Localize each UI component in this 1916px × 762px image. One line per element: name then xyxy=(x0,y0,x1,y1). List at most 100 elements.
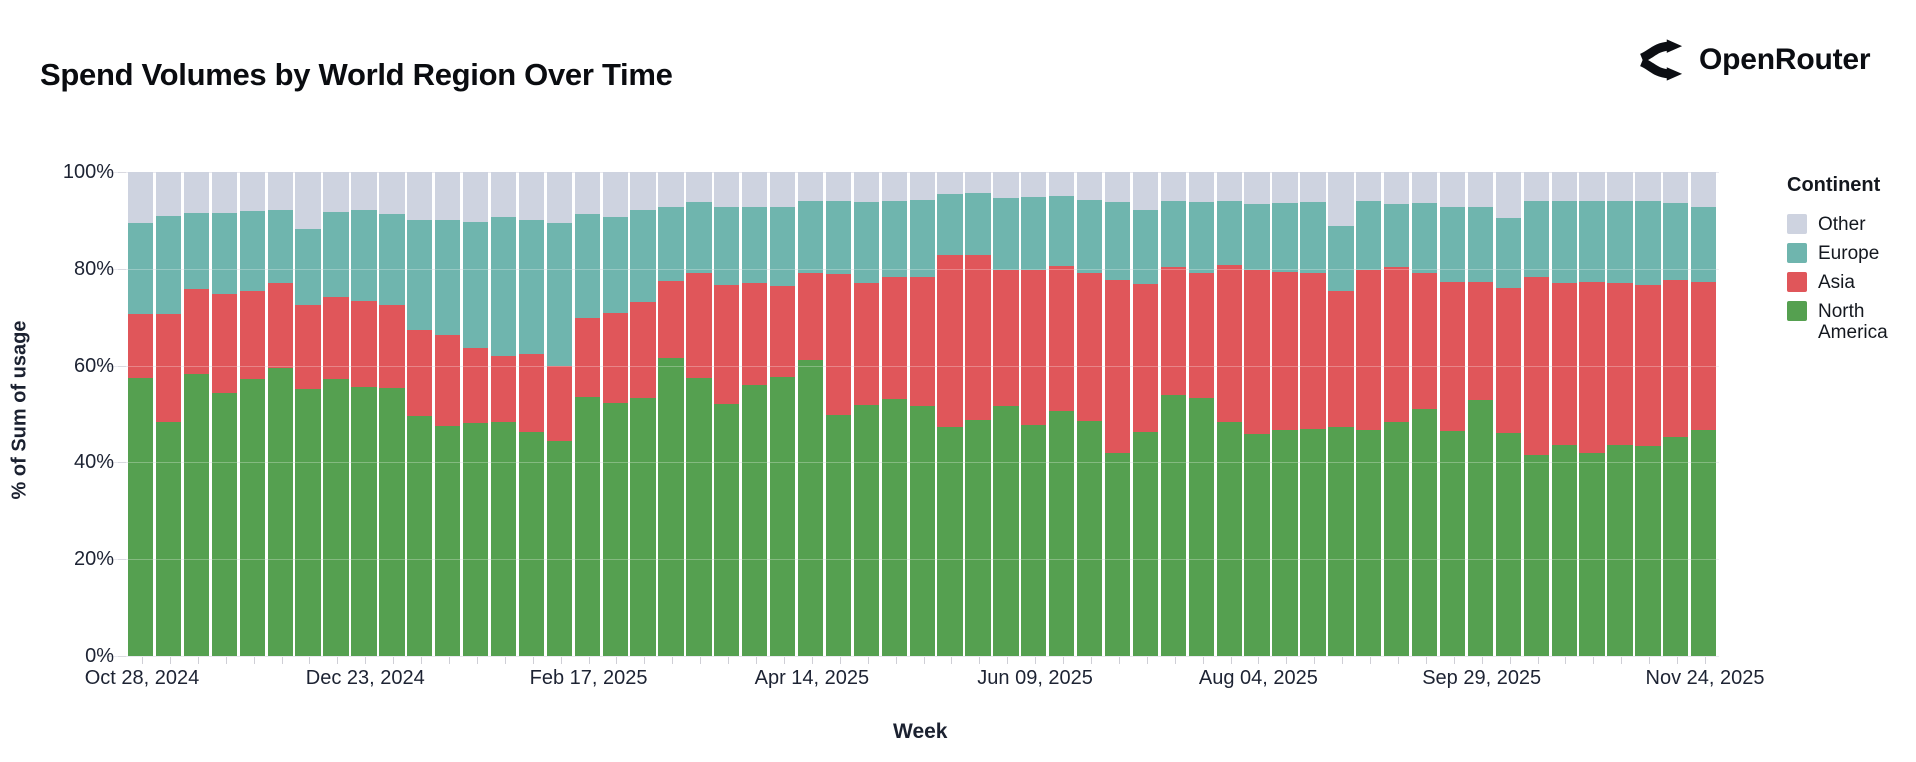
bar-segment-north-america[interactable] xyxy=(658,357,684,656)
bar[interactable] xyxy=(1467,172,1494,656)
bar-segment-asia[interactable] xyxy=(993,270,1019,407)
bar-segment-asia[interactable] xyxy=(602,312,628,403)
bar-segment-asia[interactable] xyxy=(1495,287,1521,434)
bar-segment-asia[interactable] xyxy=(1523,277,1549,456)
bar-segment-other[interactable] xyxy=(630,172,656,210)
bar-segment-other[interactable] xyxy=(1411,172,1438,203)
bar-segment-asia[interactable] xyxy=(1439,281,1466,431)
bar-segment-north-america[interactable] xyxy=(462,423,489,656)
bar-segment-europe[interactable] xyxy=(686,201,712,273)
bar-segment-asia[interactable] xyxy=(1300,273,1326,430)
bar[interactable] xyxy=(462,172,489,656)
bar-segment-north-america[interactable] xyxy=(1439,430,1466,656)
bar[interactable] xyxy=(853,172,880,656)
bar-segment-north-america[interactable] xyxy=(1104,453,1131,656)
bar-segment-other[interactable] xyxy=(295,172,321,230)
bar-segment-north-america[interactable] xyxy=(881,398,907,656)
bar[interactable] xyxy=(490,172,517,656)
bar-segment-europe[interactable] xyxy=(1523,200,1549,278)
bar-segment-north-america[interactable] xyxy=(1021,424,1047,656)
bar-segment-asia[interactable] xyxy=(1160,267,1187,395)
bar-segment-north-america[interactable] xyxy=(1244,433,1270,656)
bar-segment-north-america[interactable] xyxy=(1467,399,1494,656)
bar-segment-europe[interactable] xyxy=(490,216,517,357)
bar-segment-asia[interactable] xyxy=(546,366,572,441)
bar[interactable] xyxy=(1132,172,1159,656)
bar[interactable] xyxy=(1384,172,1410,656)
bar-segment-north-america[interactable] xyxy=(1188,398,1214,656)
bar-segment-asia[interactable] xyxy=(518,354,545,432)
bar-segment-north-america[interactable] xyxy=(909,406,935,656)
bar[interactable] xyxy=(714,172,740,656)
bar-segment-other[interactable] xyxy=(993,172,1019,198)
bar-segment-north-america[interactable] xyxy=(769,377,796,656)
bar-segment-north-america[interactable] xyxy=(1551,445,1577,656)
bar-segment-asia[interactable] xyxy=(1049,266,1075,411)
bar-segment-other[interactable] xyxy=(1300,172,1326,202)
bar-segment-other[interactable] xyxy=(1356,172,1382,202)
bar-segment-other[interactable] xyxy=(1607,172,1633,202)
bar-segment-other[interactable] xyxy=(351,172,377,211)
bar-segment-north-america[interactable] xyxy=(518,431,545,656)
bar-segment-europe[interactable] xyxy=(1607,201,1633,283)
bar-segment-asia[interactable] xyxy=(714,285,740,405)
bar-segment-asia[interactable] xyxy=(1663,280,1689,437)
bar-segment-europe[interactable] xyxy=(1328,226,1354,292)
bar-segment-europe[interactable] xyxy=(1551,200,1577,283)
bar[interactable] xyxy=(351,172,377,656)
bar-segment-other[interactable] xyxy=(211,172,238,213)
bar[interactable] xyxy=(630,172,656,656)
bar-segment-asia[interactable] xyxy=(1356,270,1382,430)
bar-segment-other[interactable] xyxy=(1384,172,1410,204)
bar[interactable] xyxy=(1021,172,1047,656)
bar-segment-europe[interactable] xyxy=(546,223,572,367)
bar[interactable] xyxy=(435,172,461,656)
bar-segment-other[interactable] xyxy=(825,172,852,202)
bar[interactable] xyxy=(1104,172,1131,656)
bar-segment-north-america[interactable] xyxy=(1635,446,1661,656)
bar-segment-asia[interactable] xyxy=(1188,273,1214,398)
bar-segment-europe[interactable] xyxy=(1244,203,1270,271)
bar-segment-north-america[interactable] xyxy=(965,419,991,656)
bar-segment-asia[interactable] xyxy=(239,291,265,379)
bar-segment-other[interactable] xyxy=(602,172,628,217)
bar-segment-europe[interactable] xyxy=(881,201,907,278)
bar-segment-north-america[interactable] xyxy=(1411,408,1438,656)
bar-segment-other[interactable] xyxy=(1551,172,1577,201)
bar[interactable] xyxy=(993,172,1019,656)
legend-item-other[interactable]: Other xyxy=(1787,214,1913,235)
bar-segment-europe[interactable] xyxy=(993,197,1019,271)
bar-segment-north-america[interactable] xyxy=(1216,422,1242,656)
bar-segment-north-america[interactable] xyxy=(435,425,461,656)
bar[interactable] xyxy=(407,172,433,656)
bar-segment-other[interactable] xyxy=(1328,172,1354,227)
bar-segment-europe[interactable] xyxy=(909,200,935,278)
bar-segment-other[interactable] xyxy=(323,172,349,212)
bar-segment-north-america[interactable] xyxy=(993,406,1019,656)
bar-segment-north-america[interactable] xyxy=(155,422,182,656)
bar-segment-north-america[interactable] xyxy=(853,404,880,656)
bar-segment-europe[interactable] xyxy=(1384,203,1410,267)
bar-segment-other[interactable] xyxy=(769,172,796,208)
bar[interactable] xyxy=(1077,172,1103,656)
bar-segment-asia[interactable] xyxy=(630,301,656,399)
bar-segment-north-america[interactable] xyxy=(1356,429,1382,656)
bar-segment-asia[interactable] xyxy=(797,273,824,361)
bar-segment-other[interactable] xyxy=(1523,172,1549,201)
bar-segment-europe[interactable] xyxy=(742,206,768,283)
bar-segment-asia[interactable] xyxy=(965,255,991,420)
bar-segment-other[interactable] xyxy=(239,172,265,212)
bar-segment-other[interactable] xyxy=(1049,172,1075,197)
bar[interactable] xyxy=(602,172,628,656)
bar-segment-north-america[interactable] xyxy=(1663,436,1689,656)
bar-segment-europe[interactable] xyxy=(1579,200,1605,282)
bar-segment-asia[interactable] xyxy=(462,347,489,424)
bar[interactable] xyxy=(1244,172,1270,656)
bar[interactable] xyxy=(1551,172,1577,656)
bar-segment-europe[interactable] xyxy=(379,214,405,305)
bar-segment-other[interactable] xyxy=(546,172,572,224)
bar[interactable] xyxy=(323,172,349,656)
bar-segment-asia[interactable] xyxy=(1104,280,1131,454)
bar-segment-europe[interactable] xyxy=(658,207,684,281)
bar-segment-europe[interactable] xyxy=(937,194,963,256)
